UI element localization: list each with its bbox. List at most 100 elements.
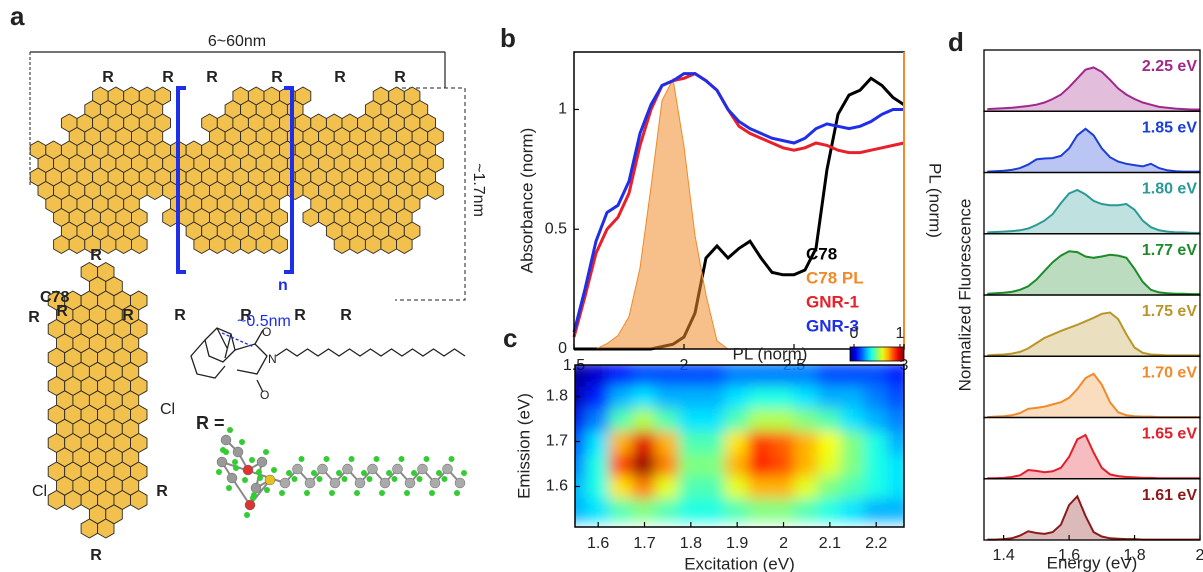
y-axis-label: Absorbance (norm) <box>517 128 536 274</box>
hydrogen <box>329 490 335 496</box>
legend-label: C78 PL <box>806 268 864 287</box>
atom <box>355 478 365 488</box>
colorbar <box>850 347 904 361</box>
heatmap-cell <box>725 429 750 454</box>
hydrogen <box>271 467 277 473</box>
colorbar-tick-label: 0 <box>850 325 859 342</box>
heatmap-cell <box>632 429 657 454</box>
length-label: 6~60nm <box>208 33 266 50</box>
hydrogen <box>299 456 305 462</box>
ring <box>365 236 381 254</box>
heatmap-cell <box>609 497 634 522</box>
heatmap-cell <box>887 452 912 477</box>
heatmap-cell <box>701 429 726 454</box>
atom <box>233 447 243 457</box>
hydrogen <box>239 439 245 445</box>
ribbon <box>30 87 443 254</box>
panel-label: d <box>948 27 964 57</box>
atom <box>455 478 465 488</box>
side-chain-skeletal <box>191 328 465 392</box>
heatmap-cell <box>840 384 865 409</box>
heatmap-cell <box>794 474 819 499</box>
heatmap-cell <box>632 384 657 409</box>
heatmap-cell <box>864 474 889 499</box>
atom <box>343 464 353 474</box>
atom <box>280 478 290 488</box>
y-axis-label: Emission (eV) <box>514 393 533 499</box>
heatmap-cell <box>794 497 819 522</box>
heatmap-cell <box>771 384 796 409</box>
heatmap-cell <box>864 497 889 522</box>
hydrogen <box>304 490 310 496</box>
heatmap-cell <box>748 429 773 454</box>
heatmap-cell <box>794 452 819 477</box>
alkyl-chain <box>276 349 465 356</box>
series-label: 1.75 eV <box>1142 303 1197 320</box>
heatmap-cell <box>887 384 912 409</box>
x-axis-label: Energy (eV) <box>1047 553 1138 572</box>
r-label: R <box>122 307 134 324</box>
ring <box>163 209 179 227</box>
hydrogen <box>349 456 355 462</box>
hydrogen <box>442 476 448 482</box>
ring <box>54 236 70 254</box>
ring <box>381 236 397 254</box>
r-label: R <box>90 247 102 264</box>
heatmap-cell <box>725 497 750 522</box>
ring <box>81 519 98 538</box>
colorbar-label: PL (norm) <box>733 344 808 363</box>
hydrogen <box>342 476 348 482</box>
heatmap-cell <box>701 384 726 409</box>
heatmap-cell <box>748 452 773 477</box>
hydrogen <box>227 427 233 433</box>
r-label: R <box>162 69 174 86</box>
heatmap-clip <box>562 362 912 522</box>
hydrogen <box>399 456 405 462</box>
series-label: 1.85 eV <box>1142 119 1197 136</box>
heatmap-cell <box>840 497 865 522</box>
heatmap-cell <box>655 384 680 409</box>
heatmap-cell <box>632 474 657 499</box>
atom <box>217 457 227 467</box>
hydrogen <box>336 470 342 476</box>
charts: b1.522.5300.51Energy (eV)Absorbance (nor… <box>500 23 1203 572</box>
atom <box>318 464 328 474</box>
series-label: 2.25 eV <box>1142 58 1197 75</box>
atom <box>330 478 340 488</box>
hydrogen <box>374 456 380 462</box>
atom-label: N <box>268 352 277 366</box>
ring <box>303 209 319 227</box>
chart-b: b1.522.5300.51Energy (eV)Absorbance (nor… <box>500 23 945 394</box>
heatmap-cell <box>725 474 750 499</box>
r-label: R <box>56 303 68 320</box>
hydrogen <box>417 476 423 482</box>
atom <box>380 478 390 488</box>
heatmap-cell <box>771 497 796 522</box>
hydrogen <box>461 470 467 476</box>
atom <box>243 465 253 475</box>
hydrogen <box>216 469 222 475</box>
repeat-label: n <box>278 277 288 294</box>
heatmap-cell <box>864 407 889 432</box>
ring <box>116 236 132 254</box>
heatmap-cell <box>678 407 703 432</box>
hydrogen <box>279 490 285 496</box>
ring <box>98 519 114 538</box>
panel-label: c <box>503 323 517 353</box>
series-label: 1.61 eV <box>1142 487 1197 504</box>
ring <box>69 236 85 254</box>
heatmap-cell <box>609 429 634 454</box>
heatmap-cell <box>609 407 634 432</box>
heatmap-cell <box>725 407 750 432</box>
series-label: 1.70 eV <box>1142 364 1197 381</box>
ring <box>210 236 226 254</box>
atom <box>368 464 378 474</box>
heatmap-cell <box>864 452 889 477</box>
figure: a 6~60nm ~1.7nm n C78 RRRRRRRRRRRRRRRR C… <box>0 0 1203 572</box>
atom <box>405 478 415 488</box>
heatmap-cell <box>655 497 680 522</box>
heatmap-cell <box>864 429 889 454</box>
heatmap-cell <box>817 407 842 432</box>
heatmap-cell <box>794 407 819 432</box>
x-tick-label: 2 <box>779 535 788 552</box>
